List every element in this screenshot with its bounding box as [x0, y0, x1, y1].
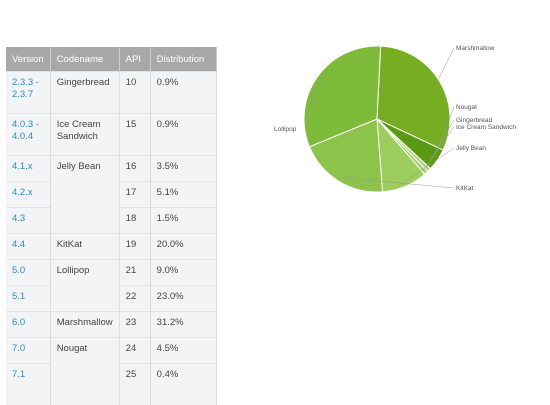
version-cell[interactable]: 4.3 [6, 208, 50, 234]
distribution-cell: 31.2% [150, 312, 216, 338]
codename-cell [50, 286, 119, 312]
table-row: 4.1.x Jelly Bean 16 3.5% [6, 156, 216, 182]
codename-cell [50, 208, 119, 234]
distribution-cell: 20.0% [150, 234, 216, 260]
table-row: 5.1 22 23.0% [6, 286, 216, 312]
table-row: 4.3 18 1.5% [6, 208, 216, 234]
header-codename: Codename [50, 47, 119, 72]
api-cell: 23 [119, 312, 150, 338]
pie-label-jelly-bean: Jelly Bean [456, 145, 486, 152]
version-link[interactable]: 4.3 [12, 213, 25, 224]
table-row: 2.3.3 -2.3.7 Gingerbread 10 0.9% [6, 72, 216, 114]
codename-cell: Nougat [50, 338, 119, 364]
codename-cell [50, 182, 119, 208]
table-row: 7.1 25 0.4% [6, 364, 216, 405]
version-cell[interactable]: 4.2.x [6, 182, 50, 208]
api-cell: 16 [119, 156, 150, 182]
pie-label-ice-cream-sandwich: Ice Cream Sandwich [456, 124, 516, 131]
pie-label-kitkat: KitKat [456, 185, 474, 192]
version-link[interactable]: 5.1 [12, 291, 25, 302]
version-link[interactable]: 7.1 [12, 369, 25, 380]
version-cell[interactable]: 5.0 [6, 260, 50, 286]
distribution-cell: 0.4% [150, 364, 216, 405]
version-link[interactable]: 5.0 [12, 265, 25, 276]
table-row: 6.0 Marshmallow 23 31.2% [6, 312, 216, 338]
api-cell: 19 [119, 234, 150, 260]
table-header-row: Version Codename API Distribution [6, 47, 216, 72]
api-cell: 15 [119, 114, 150, 156]
codename-cell: Lollipop [50, 260, 119, 286]
table-row: 4.4 KitKat 19 20.0% [6, 234, 216, 260]
version-link[interactable]: 4.0.3 -4.0.4 [12, 119, 39, 142]
version-link[interactable]: 7.0 [12, 343, 25, 354]
header-distribution: Distribution [150, 47, 216, 72]
distribution-cell: 5.1% [150, 182, 216, 208]
distribution-cell: 0.9% [150, 114, 216, 156]
version-link[interactable]: 4.2.x [12, 187, 33, 198]
distribution-cell: 4.5% [150, 338, 216, 364]
table-row: 4.2.x 17 5.1% [6, 182, 216, 208]
api-cell: 25 [119, 364, 150, 405]
leader-line-marshmallow [436, 48, 454, 84]
pie-label-lollipop: Lollipop [274, 126, 297, 133]
distribution-cell: 3.5% [150, 156, 216, 182]
header-api: API [119, 47, 150, 72]
api-cell: 18 [119, 208, 150, 234]
distribution-cell: 9.0% [150, 260, 216, 286]
codename-cell: Marshmallow [50, 312, 119, 338]
table-row: 7.0 Nougat 24 4.5% [6, 338, 216, 364]
distribution-cell: 1.5% [150, 208, 216, 234]
api-cell: 17 [119, 182, 150, 208]
version-link[interactable]: 6.0 [12, 317, 25, 328]
header-version: Version [6, 47, 50, 72]
table-row: 5.0 Lollipop 21 9.0% [6, 260, 216, 286]
pie-label-marshmallow: Marshmallow [456, 45, 495, 52]
version-link[interactable]: 4.1.x [12, 161, 33, 172]
distribution-cell: 23.0% [150, 286, 216, 312]
codename-cell: Jelly Bean [50, 156, 119, 182]
version-link[interactable]: 4.4 [12, 239, 25, 250]
api-cell: 22 [119, 286, 150, 312]
distribution-table: Version Codename API Distribution 2.3.3 … [6, 47, 217, 405]
version-cell[interactable]: 6.0 [6, 312, 50, 338]
codename-cell: KitKat [50, 234, 119, 260]
api-cell: 24 [119, 338, 150, 364]
version-cell[interactable]: 4.1.x [6, 156, 50, 182]
distribution-cell: 0.9% [150, 72, 216, 114]
api-cell: 10 [119, 72, 150, 114]
version-cell[interactable]: 7.0 [6, 338, 50, 364]
version-cell[interactable]: 4.0.3 -4.0.4 [6, 114, 50, 156]
codename-cell: Gingerbread [50, 72, 119, 114]
codename-cell [50, 364, 119, 405]
pie-label-gingerbread: Gingerbread [456, 117, 493, 124]
pie-label-nougat: Nougat [456, 104, 477, 111]
version-cell[interactable]: 4.4 [6, 234, 50, 260]
version-link[interactable]: 2.3.3 -2.3.7 [12, 77, 39, 100]
version-cell[interactable]: 7.1 [6, 364, 50, 405]
version-cell[interactable]: 5.1 [6, 286, 50, 312]
version-cell[interactable]: 2.3.3 -2.3.7 [6, 72, 50, 114]
api-cell: 21 [119, 260, 150, 286]
